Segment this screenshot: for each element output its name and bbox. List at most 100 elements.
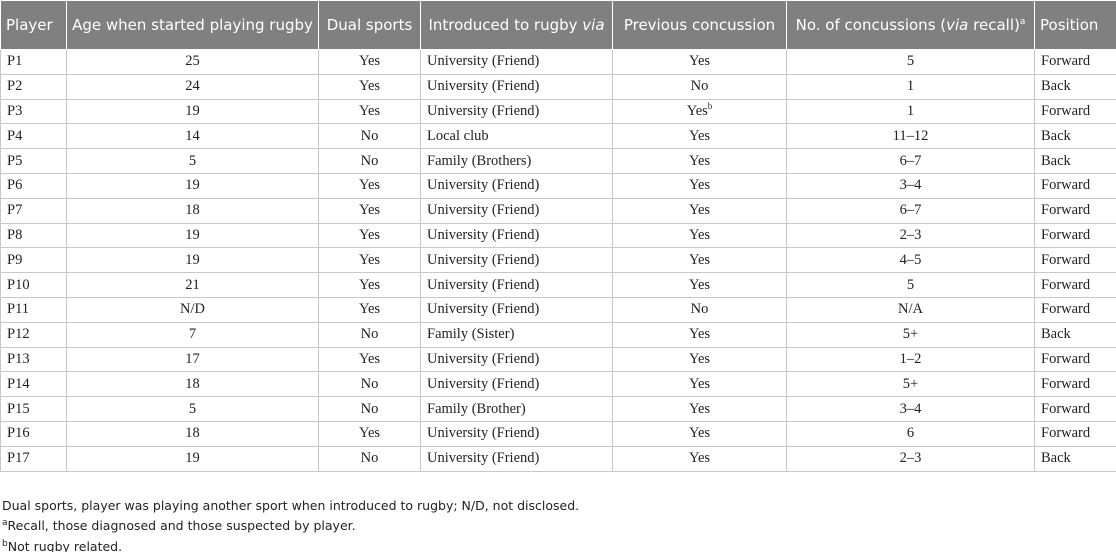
table-cell: Yes bbox=[318, 346, 421, 373]
table-cell: University (Friend) bbox=[420, 371, 613, 398]
table-cell: Yes bbox=[612, 396, 787, 422]
header-cell: Age when started playing rugby bbox=[66, 0, 319, 50]
table-cell: Forward bbox=[1034, 222, 1116, 249]
table-cell: University (Friend) bbox=[420, 445, 613, 472]
footnote: aRecall, those diagnosed and those suspe… bbox=[2, 516, 1116, 537]
table-cell: 24 bbox=[66, 73, 319, 100]
table-cell: Family (Brothers) bbox=[420, 148, 613, 174]
table-cell: N/A bbox=[786, 296, 1035, 323]
footnote: bNot rugby related. bbox=[2, 537, 1116, 552]
table-cell: Yes bbox=[318, 49, 421, 75]
table-cell: Back bbox=[1034, 148, 1116, 174]
footnote-marker: a bbox=[1019, 16, 1026, 27]
table-cell: P13 bbox=[0, 346, 67, 373]
table-cell: 21 bbox=[66, 272, 319, 298]
table-cell: Local club bbox=[420, 123, 613, 150]
footnotes: Dual sports, player was playing another … bbox=[0, 496, 1116, 552]
table-cell: 19 bbox=[66, 445, 319, 472]
table-cell: No bbox=[318, 321, 421, 348]
table-cell: 19 bbox=[66, 98, 319, 125]
header-cell: Previous concussion bbox=[612, 0, 787, 50]
table-row: P3 19 Yes University (Friend) Yesb 1 Forward bbox=[0, 98, 1116, 125]
table-cell: No bbox=[318, 148, 421, 174]
table-row: P15 5 No Family (Brother) Yes 3–4 Forward bbox=[0, 396, 1116, 422]
table-cell: Back bbox=[1034, 321, 1116, 348]
footnote: Dual sports, player was playing another … bbox=[2, 497, 580, 513]
header-text: No. of concussions ( bbox=[795, 15, 947, 34]
table-cell: Forward bbox=[1034, 346, 1116, 373]
header-cell: Position bbox=[1034, 0, 1116, 50]
table-cell: P8 bbox=[0, 222, 67, 249]
table-row: P13 17 Yes University (Friend) Yes 1–2 Forward bbox=[0, 346, 1116, 373]
table-cell: Forward bbox=[1034, 98, 1116, 125]
table-cell: 11–12 bbox=[786, 123, 1035, 150]
table-cell: University (Friend) bbox=[420, 346, 613, 373]
table-cell: P17 bbox=[0, 445, 67, 472]
header-text: Introduced to rugby bbox=[428, 15, 578, 34]
table-cell: Forward bbox=[1034, 396, 1116, 422]
table-cell: 18 bbox=[66, 197, 319, 224]
footnote-text: Recall, those diagnosed and those suspec… bbox=[7, 518, 356, 534]
table-cell: University (Friend) bbox=[420, 73, 613, 100]
table-cell: University (Friend) bbox=[420, 222, 613, 249]
table-row: P5 5 No Family (Brothers) Yes 6–7 Back bbox=[0, 148, 1116, 174]
table-cell: P2 bbox=[0, 73, 67, 100]
footnote-text: Not rugby related. bbox=[7, 538, 123, 552]
footnote-marker: b bbox=[2, 538, 8, 549]
table-cell: 14 bbox=[66, 123, 319, 150]
table-cell: No bbox=[318, 123, 421, 150]
table-cell: Forward bbox=[1034, 272, 1116, 298]
table-cell: Yes bbox=[612, 148, 787, 174]
table-cell: 1 bbox=[786, 73, 1035, 100]
table-cell: Yes bbox=[612, 321, 787, 348]
table-cell: 2–3 bbox=[786, 445, 1035, 472]
table-row: P14 18 No University (Friend) Yes 5+ Forward bbox=[0, 371, 1116, 398]
table-cell: 19 bbox=[66, 222, 319, 249]
header-italic: via bbox=[582, 15, 605, 34]
header-cell: Introduced to rugby via bbox=[420, 0, 613, 50]
table-cell: P15 bbox=[0, 396, 67, 422]
table-row: P2 24 Yes University (Friend) No 1 Back bbox=[0, 73, 1116, 100]
table-cell: 17 bbox=[66, 346, 319, 373]
table-cell: P10 bbox=[0, 272, 67, 298]
footnote-marker: b bbox=[707, 101, 713, 112]
table-row: P12 7 No Family (Sister) Yes 5+ Back bbox=[0, 321, 1116, 348]
table-row: P17 19 No University (Friend) Yes 2–3 Back bbox=[0, 445, 1116, 472]
table-cell: P5 bbox=[0, 148, 67, 174]
table-cell: Yesb bbox=[612, 98, 787, 125]
table-cell: University (Friend) bbox=[420, 197, 613, 224]
table-cell: Yes bbox=[318, 222, 421, 249]
table-cell: University (Friend) bbox=[420, 272, 613, 298]
table-cell: University (Friend) bbox=[420, 98, 613, 125]
table-cell: Yes bbox=[318, 420, 421, 447]
table-row: P8 19 Yes University (Friend) Yes 2–3 Forward bbox=[0, 222, 1116, 249]
table-cell: 2–3 bbox=[786, 222, 1035, 249]
table-cell: No bbox=[318, 371, 421, 398]
table-cell: 6 bbox=[786, 420, 1035, 447]
footnote-marker: a bbox=[2, 517, 8, 528]
table-cell: Forward bbox=[1034, 49, 1116, 75]
table-cell: Forward bbox=[1034, 371, 1116, 398]
table-cell: P3 bbox=[0, 98, 67, 125]
table-cell: Yes bbox=[612, 371, 787, 398]
table-cell: No bbox=[318, 445, 421, 472]
table-row: P1 25 Yes University (Friend) Yes 5 Forward bbox=[0, 49, 1116, 75]
table-cell: Forward bbox=[1034, 420, 1116, 447]
table-cell: N/D bbox=[66, 296, 319, 323]
table-cell: Yes bbox=[612, 420, 787, 447]
table-cell: P16 bbox=[0, 420, 67, 447]
table-cell: 19 bbox=[66, 247, 319, 274]
table-cell: P1 bbox=[0, 49, 67, 75]
table-cell: Yes bbox=[318, 98, 421, 125]
table-cell: 5 bbox=[786, 49, 1035, 75]
table-cell: P11 bbox=[0, 296, 67, 323]
table-row: P11 N/D Yes University (Friend) No N/A Forward bbox=[0, 296, 1116, 323]
table-cell: 5 bbox=[66, 148, 319, 174]
table-cell: 5+ bbox=[786, 321, 1035, 348]
table-cell: 5 bbox=[66, 396, 319, 422]
table-cell: University (Friend) bbox=[420, 49, 613, 75]
table-cell: Forward bbox=[1034, 172, 1116, 199]
table-row: P16 18 Yes University (Friend) Yes 6 Forward bbox=[0, 420, 1116, 447]
table-cell: Yes bbox=[318, 73, 421, 100]
table-cell: Yes bbox=[612, 247, 787, 274]
